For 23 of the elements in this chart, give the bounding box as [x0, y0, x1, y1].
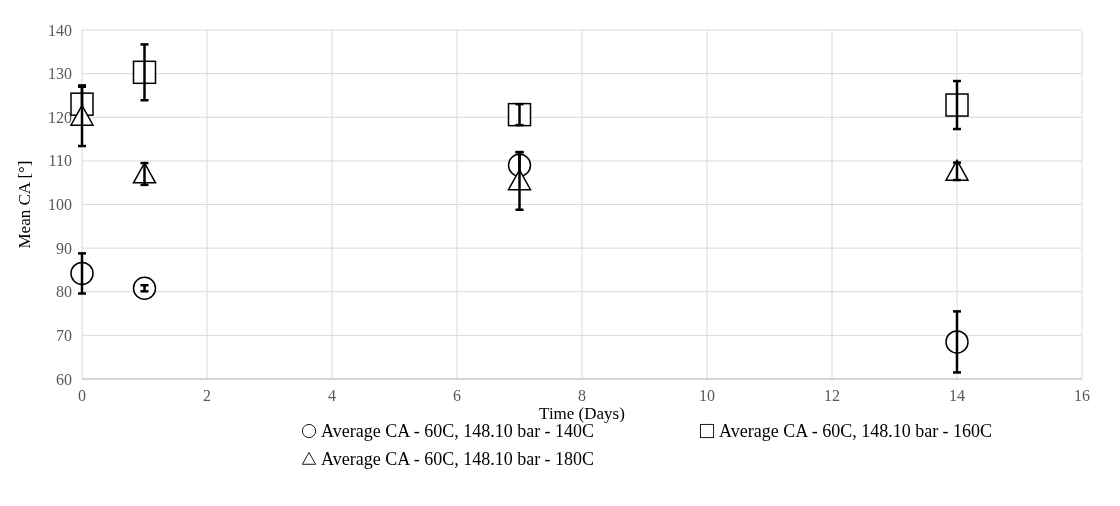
x-tick-label: 0 [78, 387, 86, 404]
y-tick-label: 120 [48, 108, 72, 126]
legend-label: Average CA - 60C, 148.10 bar - 180C [321, 449, 595, 470]
y-tick-label: 130 [48, 65, 72, 83]
x-tick-label: 8 [578, 387, 586, 404]
y-tick-label: 100 [48, 196, 72, 214]
x-axis-title: Time (Days) [539, 404, 625, 423]
y-tick-label: 80 [56, 283, 72, 301]
y-tick-label: 110 [48, 152, 72, 170]
point [945, 93, 969, 117]
y-axis-title: Mean CA [°] [15, 160, 34, 249]
y-tick-label: 90 [56, 239, 72, 257]
y-tick-label: 140 [48, 21, 72, 39]
x-tick-label: 10 [699, 387, 715, 404]
x-tick-label: 4 [328, 387, 336, 404]
legend-label: Average CA - 60C, 148.10 bar - 160C [719, 421, 993, 442]
x-tick-label: 16 [1074, 387, 1090, 404]
x-tick-label: 14 [949, 387, 965, 404]
x-tick-label: 2 [203, 387, 211, 404]
y-tick-label: 60 [56, 370, 72, 388]
y-tick-label: 70 [56, 326, 72, 344]
x-tick-label: 6 [453, 387, 461, 404]
x-tick-label: 12 [824, 387, 840, 404]
